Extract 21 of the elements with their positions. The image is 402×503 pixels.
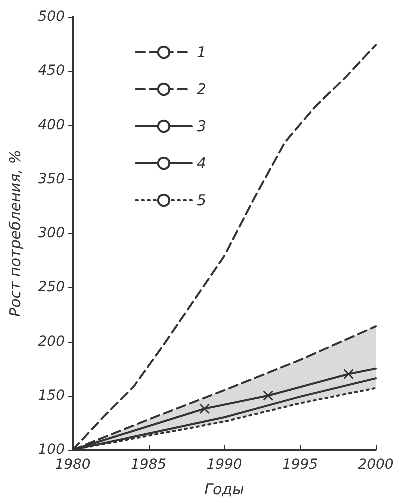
- y-tick-label: 250: [38, 280, 66, 296]
- x-tick-label: 2000: [358, 457, 394, 473]
- x-tick-label: 1980: [55, 457, 91, 473]
- y-axis-title: Рост потребления, %: [6, 150, 24, 317]
- y-tick-label: 200: [38, 334, 66, 350]
- y-tick-label: 450: [38, 63, 66, 80]
- y-tick-label: 100: [38, 442, 66, 458]
- y-tick-label: 500: [38, 9, 66, 25]
- x-tick-label: 1985: [130, 457, 167, 473]
- legend-label: 5: [197, 192, 207, 210]
- legend-label: 1: [197, 44, 207, 62]
- x-tick-label: 1995: [282, 457, 318, 473]
- y-tick-label: 300: [38, 226, 66, 242]
- x-tick-label: 1990: [206, 457, 242, 473]
- y-tick-label: 350: [38, 171, 66, 188]
- y-tick-label: 400: [38, 117, 66, 134]
- y-tick-label: 150: [38, 388, 66, 404]
- legend-label: 4: [197, 154, 207, 172]
- legend-label: 3: [197, 118, 207, 136]
- legend-label: 2: [197, 80, 207, 98]
- x-axis-title: Годы: [204, 480, 245, 498]
